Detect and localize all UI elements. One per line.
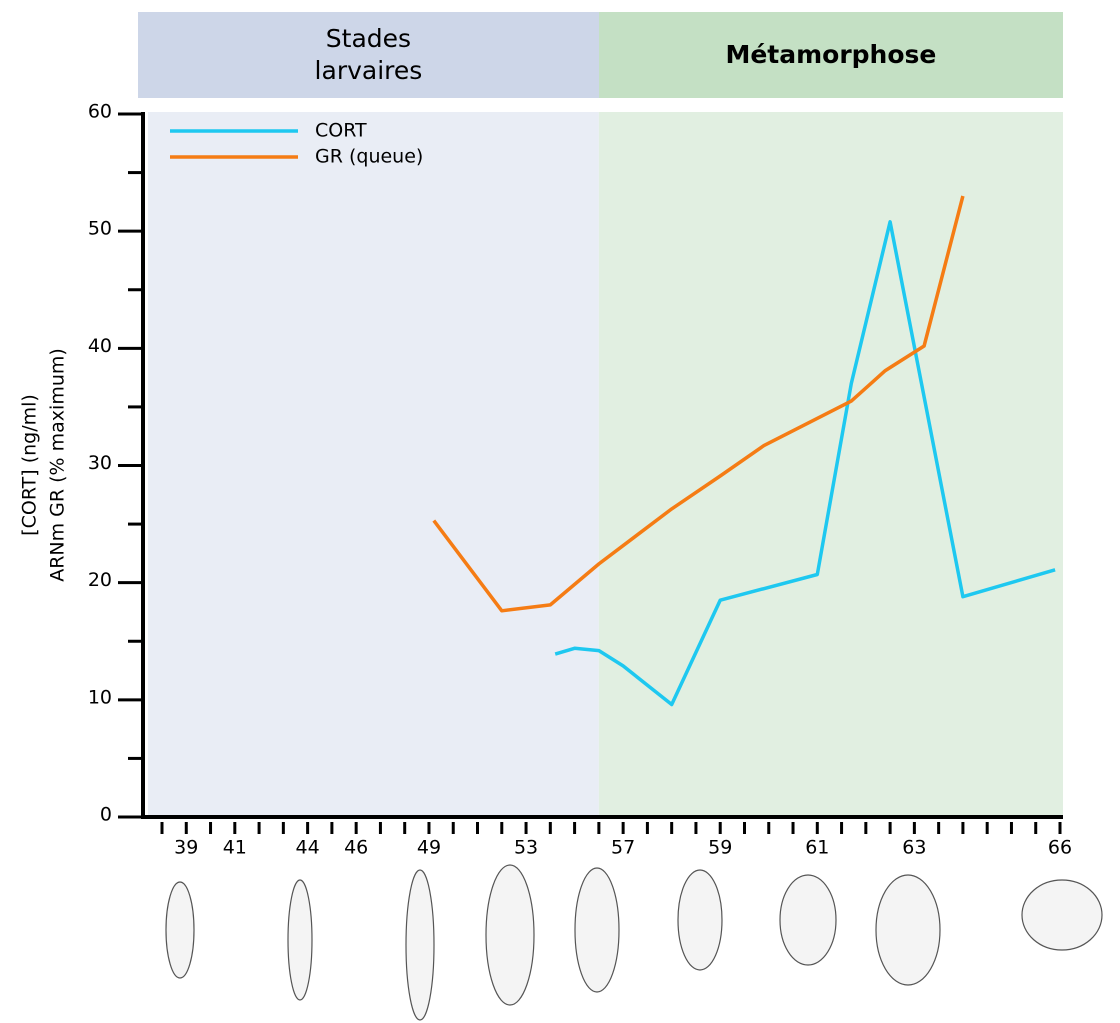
x-tick-label: 61: [805, 837, 829, 859]
x-tick-label: 63: [902, 837, 926, 859]
x-tick-label: 49: [417, 837, 441, 859]
series-line: [432, 195, 965, 613]
y-tick-label: 40: [88, 335, 112, 357]
y-tick-label: 60: [88, 101, 112, 123]
x-tick-label: 44: [296, 837, 320, 859]
y-axis-label: ARNm GR (% maximum): [47, 348, 69, 582]
x-tick-label: 66: [1048, 837, 1072, 859]
x-tick-label: 46: [344, 837, 368, 859]
x-tick-label: 59: [708, 837, 732, 859]
phase-header: Métamorphose: [598, 12, 1063, 98]
y-tick-label: 30: [88, 452, 112, 474]
x-tick-label: 57: [611, 837, 635, 859]
x-tick-label: 41: [223, 837, 247, 859]
phase-background: [148, 112, 599, 817]
y-tick-label: 50: [88, 218, 112, 240]
x-tick-label: 39: [174, 837, 198, 859]
series-line: [554, 220, 1056, 707]
y-tick-label: 10: [88, 686, 112, 708]
y-tick-label: 20: [88, 569, 112, 591]
phase-background: [598, 112, 1063, 817]
legend-label: GR (queue): [315, 146, 423, 168]
phase-header: Stades larvaires: [138, 12, 599, 98]
illustrations: [165, 864, 1103, 1021]
legend-label: CORT: [315, 120, 367, 142]
x-tick-label: 53: [514, 837, 538, 859]
y-tick-label: 0: [100, 804, 112, 826]
y-axis-label: [CORT] (ng/ml): [19, 394, 41, 536]
